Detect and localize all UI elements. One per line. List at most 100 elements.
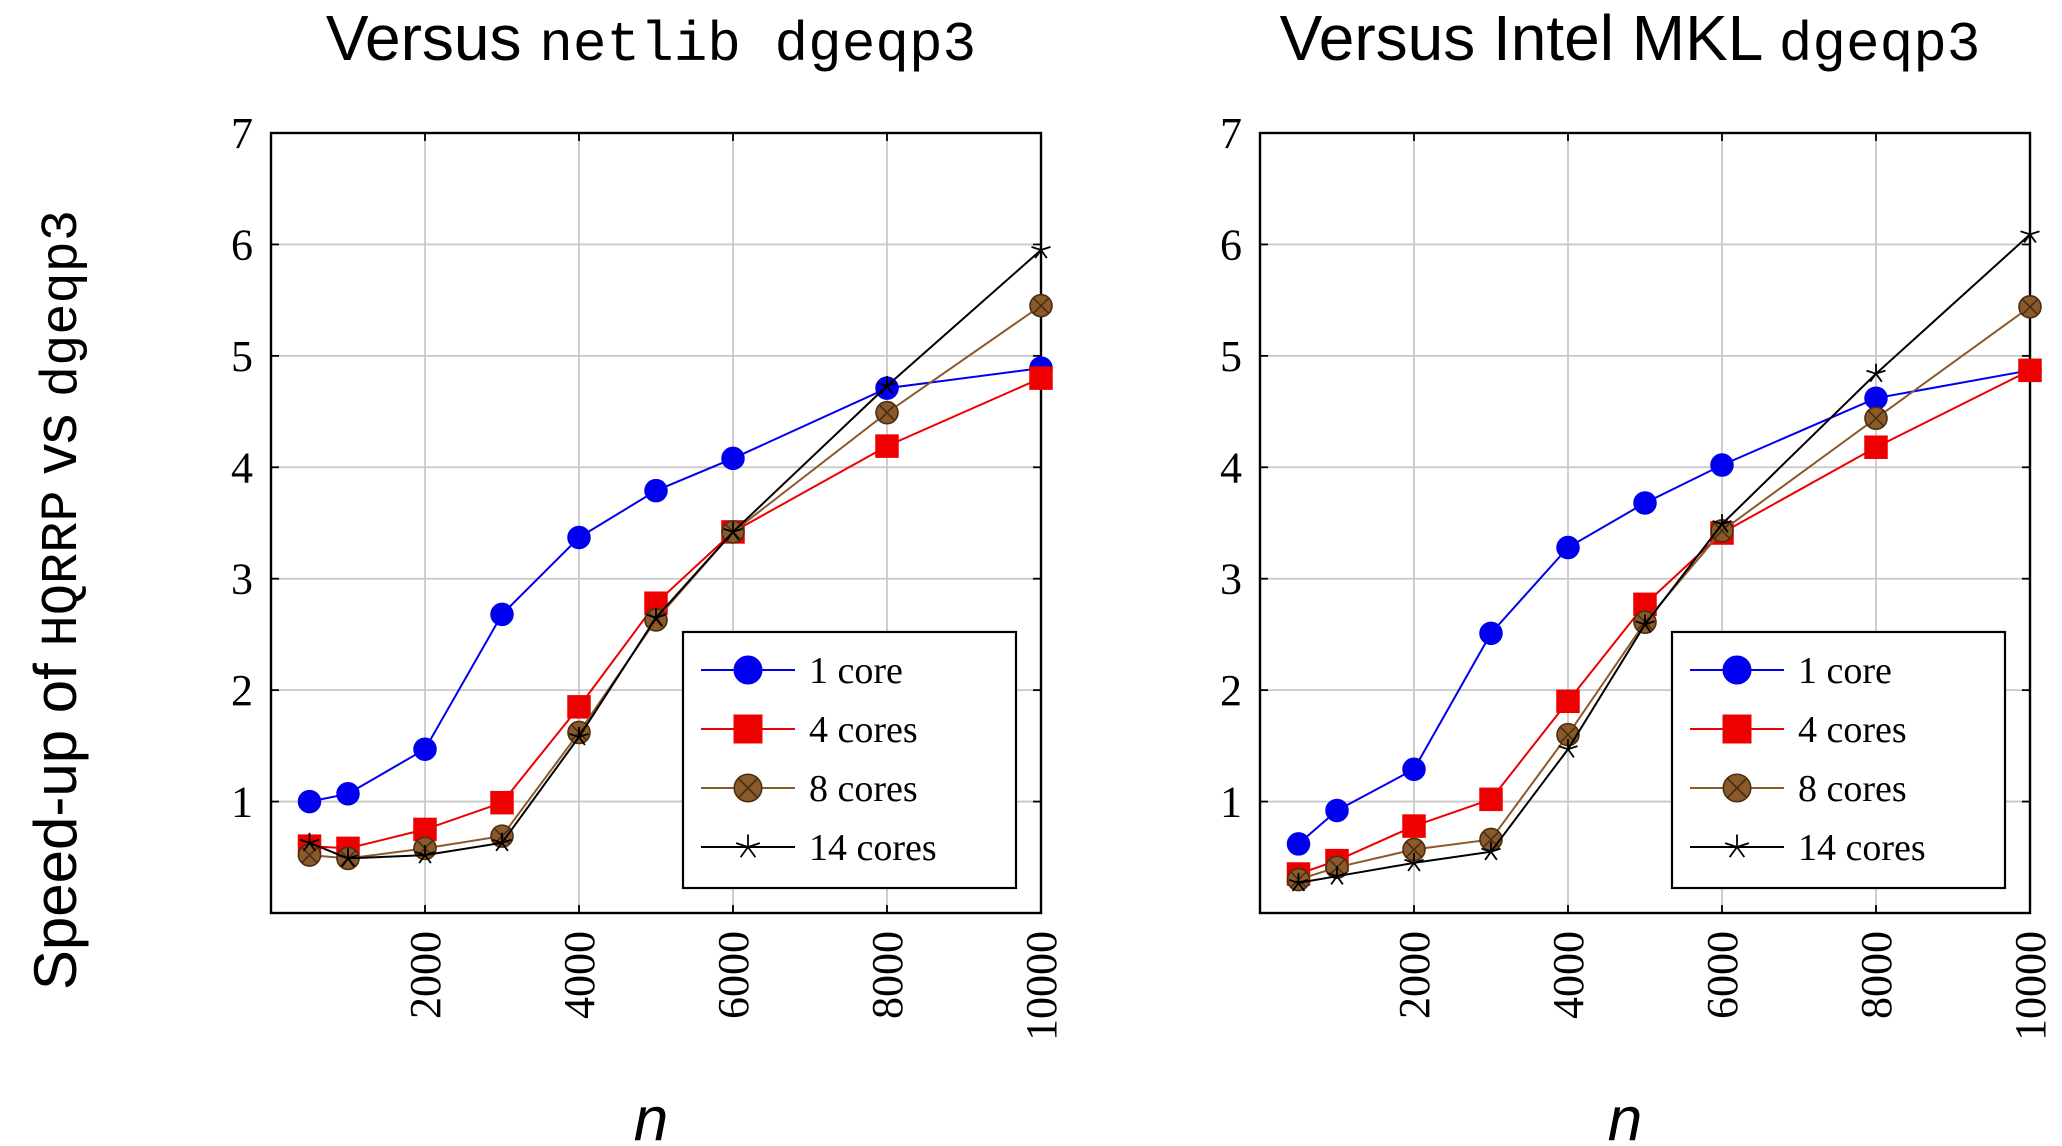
data-point-14-cores xyxy=(1404,852,1424,872)
data-point-4-cores xyxy=(490,790,514,815)
data-point-4-cores xyxy=(1864,435,1888,459)
x-tick-label: 10000 xyxy=(1017,931,1066,1041)
series-14-cores xyxy=(1288,224,2040,892)
data-point-14-cores xyxy=(1288,872,1309,892)
x-tick-label: 4000 xyxy=(555,931,604,1019)
legend-marker xyxy=(1722,655,1752,685)
series-4-cores xyxy=(297,366,1053,861)
data-point-8-cores xyxy=(1864,406,1888,431)
x-tick-label: 6000 xyxy=(1698,931,1747,1019)
data-point-14-cores xyxy=(1712,514,1732,533)
data-point-14-cores xyxy=(1866,363,1886,383)
y-tick-label: 5 xyxy=(1220,332,1242,381)
x-tick-label: 4000 xyxy=(1544,931,1593,1019)
data-point-14-cores xyxy=(569,726,589,746)
data-point-4-cores xyxy=(2018,358,2042,383)
data-point-4-cores xyxy=(1556,689,1580,714)
legend-label: 1 core xyxy=(809,650,903,692)
x-tick-label: 8000 xyxy=(863,931,912,1019)
legend-marker xyxy=(1724,834,1750,858)
y-tick-label: 4 xyxy=(231,443,253,492)
data-point-1-core xyxy=(567,525,591,550)
chart-title-part-1: Versus Intel MKL xyxy=(1280,2,1779,74)
data-point-4-cores xyxy=(1402,814,1426,838)
x-tick-label: 2000 xyxy=(1390,931,1439,1019)
data-point-1-core xyxy=(336,782,360,806)
data-point-8-cores xyxy=(2018,295,2042,319)
data-point-1-core xyxy=(1402,757,1426,782)
y-tick-label: 5 xyxy=(231,332,253,381)
legend-marker xyxy=(735,834,761,858)
legend-item-4-cores: 4 cores xyxy=(1690,709,1907,751)
x-tick-label: 10000 xyxy=(2006,931,2055,1041)
legend: 1 core 4 cores 8 cores 14 cores xyxy=(681,630,1018,890)
data-point-1-core xyxy=(1325,798,1349,823)
y-title-part-4: dgeqp3 xyxy=(33,210,92,397)
data-point-1-core xyxy=(1633,491,1657,515)
legend-item-8-cores: 8 cores xyxy=(701,768,918,810)
chart-title-netlib: Versus netlib dgeqp3 xyxy=(326,2,976,77)
y-tick-label: 1 xyxy=(1220,778,1242,827)
data-point-1-core xyxy=(644,478,668,503)
y-tick-label: 6 xyxy=(231,220,253,269)
data-point-1-core xyxy=(1286,832,1311,856)
legend-label: 8 cores xyxy=(1798,768,1907,810)
data-point-1-core xyxy=(297,789,322,814)
y-title-part-3: vs xyxy=(22,397,89,490)
data-point-1-core xyxy=(1479,621,1503,646)
data-point-14-cores xyxy=(2020,224,2040,244)
data-point-4-cores xyxy=(1029,366,1053,390)
data-point-8-cores xyxy=(875,400,899,425)
data-point-14-cores xyxy=(299,832,320,852)
data-point-14-cores xyxy=(338,848,358,868)
y-tick-label: 4 xyxy=(1220,443,1242,492)
data-point-4-cores xyxy=(1479,787,1503,812)
x-axis-title-mkl: n xyxy=(1608,1085,1642,1146)
y-tick-label: 7 xyxy=(231,109,253,158)
series-1-core xyxy=(1286,358,2042,856)
legend-item-14-cores: 14 cores xyxy=(1690,827,1926,869)
legend-item-1-core: 1 core xyxy=(701,650,903,692)
y-tick-label: 2 xyxy=(1220,666,1242,715)
chart-title-part-1: Versus xyxy=(326,2,539,74)
x-axis-title-netlib: n xyxy=(634,1085,668,1146)
data-point-14-cores xyxy=(1031,240,1051,259)
data-point-4-cores xyxy=(567,695,591,719)
legend-item-4-cores: 4 cores xyxy=(701,709,918,751)
chart-panel-netlib: Versus netlib dgeqp3 n 1 2 3 4 5 6 7 2000 4000 60… xyxy=(231,2,1066,1146)
data-point-4-cores xyxy=(875,434,899,458)
legend-marker xyxy=(733,714,763,744)
legend-marker xyxy=(733,773,763,803)
legend-label: 4 cores xyxy=(809,709,918,751)
plot-frame xyxy=(1258,131,2032,915)
data-point-14-cores xyxy=(415,845,435,864)
series-4-cores xyxy=(1286,358,2042,886)
plot-frame xyxy=(269,131,1043,915)
data-point-1-core xyxy=(1710,453,1734,477)
legend-label: 1 core xyxy=(1798,650,1892,692)
data-point-8-cores xyxy=(1029,293,1053,318)
x-tick-label: 8000 xyxy=(1852,931,1901,1019)
data-point-14-cores xyxy=(723,521,743,541)
legend-item-14-cores: 14 cores xyxy=(701,827,937,869)
y-tick-label: 3 xyxy=(1220,555,1242,604)
y-tick-label: 2 xyxy=(231,666,253,715)
data-point-1-core xyxy=(1864,386,1888,410)
series-14-cores xyxy=(299,240,1051,868)
data-point-1-core xyxy=(1556,535,1580,560)
chart-panel-mkl: Versus Intel MKL dgeqp3 n 1 2 3 4 5 6 7 2000 400… xyxy=(1220,2,2055,1146)
data-point-14-cores xyxy=(1327,866,1347,885)
y-tick-label: 7 xyxy=(1220,109,1242,158)
data-point-1-core xyxy=(721,446,745,471)
chart-title-part-2: dgeqp3 xyxy=(1779,13,1981,77)
data-point-14-cores xyxy=(1635,614,1655,634)
legend-item-1-core: 1 core xyxy=(1690,650,1892,692)
legend-label: 8 cores xyxy=(809,768,918,810)
data-point-14-cores xyxy=(1558,739,1578,758)
legend-label: 4 cores xyxy=(1798,709,1907,751)
data-point-1-core xyxy=(490,602,514,627)
y-title-part-1: Speed-up of xyxy=(22,647,89,991)
data-point-14-cores xyxy=(492,832,512,852)
y-tick-label: 1 xyxy=(231,778,253,827)
